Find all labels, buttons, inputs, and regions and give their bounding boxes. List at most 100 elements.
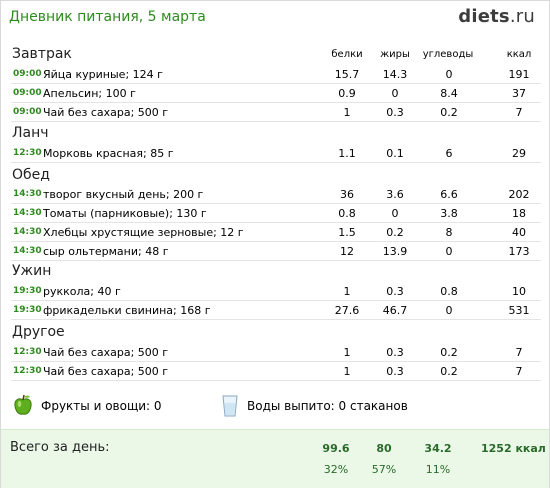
carbs-value: 8 bbox=[445, 226, 453, 239]
food-name[interactable]: сыр ольтермани; 48 г bbox=[43, 245, 169, 258]
fat-percent: 57% bbox=[371, 463, 397, 476]
entry-time: 14:30 bbox=[13, 246, 42, 256]
entry-time: 14:30 bbox=[13, 189, 42, 199]
food-entry-row[interactable]: 19:30 руккола; 40 г 1 0.3 0.8 10 bbox=[11, 283, 541, 301]
kcal-value: 40 bbox=[512, 226, 526, 239]
entry-time: 19:30 bbox=[13, 286, 42, 296]
fat-value: 0.3 bbox=[386, 365, 404, 378]
logo-tld: .ru bbox=[509, 6, 535, 27]
carbs-value: 0 bbox=[445, 245, 453, 258]
kcal-value: 173 bbox=[508, 245, 530, 258]
entry-time: 12:30 bbox=[13, 148, 42, 158]
carbs-value: 8.4 bbox=[440, 87, 458, 100]
water-glass-icon bbox=[222, 395, 238, 417]
entry-time: 19:30 bbox=[13, 305, 42, 315]
fat-value: 13.9 bbox=[382, 245, 408, 258]
kcal-value: 7 bbox=[515, 346, 523, 359]
total-protein: 99.6 bbox=[322, 442, 350, 455]
kcal-value: 7 bbox=[515, 106, 523, 119]
carbs-value: 0 bbox=[445, 68, 453, 81]
protein-percent: 32% bbox=[323, 463, 349, 476]
carbs-value: 0 bbox=[445, 304, 453, 317]
food-name[interactable]: Яйца куриные; 124 г bbox=[43, 68, 163, 81]
food-entry-row[interactable]: 14:30 творог вкусный день; 200 г 36 3.6 6.6 2… bbox=[11, 186, 541, 204]
daily-totals: Всего за день: 99.6 80 34.2 1252 ккал 32… bbox=[1, 429, 549, 488]
entry-time: 14:30 bbox=[13, 208, 42, 218]
carbs-value: 0.2 bbox=[440, 106, 458, 119]
header-protein: белки bbox=[331, 49, 363, 60]
entry-time: 09:00 bbox=[13, 107, 42, 117]
fat-value: 14.3 bbox=[382, 68, 408, 81]
protein-value: 0.9 bbox=[338, 87, 356, 100]
entry-time: 12:30 bbox=[13, 347, 42, 357]
fat-value: 0.1 bbox=[386, 147, 404, 160]
fat-value: 0 bbox=[391, 207, 399, 220]
food-name[interactable]: фрикадельки свинина; 168 г bbox=[43, 304, 211, 317]
carbs-value: 0.2 bbox=[440, 365, 458, 378]
extras-row: Фрукты и овощи: 0 Воды выпито: 0 стакано… bbox=[11, 394, 541, 420]
food-name[interactable]: творог вкусный день; 200 г bbox=[43, 188, 204, 201]
food-name[interactable]: Морковь красная; 85 г bbox=[43, 147, 174, 160]
kcal-value: 10 bbox=[512, 285, 526, 298]
food-entry-row[interactable]: 12:30 Чай без сахара; 500 г 1 0.3 0.2 7 bbox=[11, 363, 541, 381]
logo-main: diets bbox=[458, 6, 510, 27]
protein-value: 1.1 bbox=[338, 147, 356, 160]
section-heading: Ужин bbox=[12, 263, 52, 279]
food-entry-row[interactable]: 12:30 Чай без сахара; 500 г 1 0.3 0.2 7 bbox=[11, 344, 541, 362]
column-headers: белки жиры углеводы ккал bbox=[1, 49, 549, 65]
carbs-value: 6.6 bbox=[440, 188, 458, 201]
food-entry-row[interactable]: 12:30 Морковь красная; 85 г 1.1 0.1 6 29 bbox=[11, 145, 541, 163]
food-name[interactable]: Хлебцы хрустящие зерновые; 12 г bbox=[43, 226, 244, 239]
totals-label: Всего за день: bbox=[10, 440, 110, 455]
section-heading: Завтрак bbox=[12, 46, 72, 62]
food-name[interactable]: Апельсин; 100 г bbox=[43, 87, 136, 100]
fat-value: 3.6 bbox=[386, 188, 404, 201]
kcal-value: 202 bbox=[508, 188, 530, 201]
protein-value: 1 bbox=[343, 346, 351, 359]
food-entry-row[interactable]: 09:00 Чай без сахара; 500 г 1 0.3 0.2 7 bbox=[11, 104, 541, 122]
protein-value: 12 bbox=[340, 245, 354, 258]
page-title: Дневник питания, 5 марта bbox=[9, 9, 206, 25]
carbs-percent: 11% bbox=[425, 463, 451, 476]
food-name[interactable]: Томаты (парниковые); 130 г bbox=[43, 207, 207, 220]
kcal-value: 37 bbox=[512, 87, 526, 100]
food-name[interactable]: руккола; 40 г bbox=[43, 285, 121, 298]
carbs-value: 0.8 bbox=[440, 285, 458, 298]
food-entry-row[interactable]: 09:00 Яйца куриные; 124 г 15.7 14.3 0 191 bbox=[11, 66, 541, 84]
protein-value: 1 bbox=[343, 106, 351, 119]
entry-time: 09:00 bbox=[13, 69, 42, 79]
water-count: Воды выпито: 0 стаканов bbox=[247, 399, 408, 413]
fat-value: 0.3 bbox=[386, 346, 404, 359]
food-name[interactable]: Чай без сахара; 500 г bbox=[43, 346, 169, 359]
food-entry-row[interactable]: 14:30 Томаты (парниковые); 130 г 0.8 0 3.8 18 bbox=[11, 205, 541, 223]
carbs-value: 0.2 bbox=[440, 346, 458, 359]
food-name[interactable]: Чай без сахара; 500 г bbox=[43, 106, 169, 119]
header-carbs: углеводы bbox=[422, 49, 474, 60]
header-kcal: ккал bbox=[506, 49, 532, 60]
section-heading: Другое bbox=[12, 324, 65, 340]
section-heading: Ланч bbox=[12, 125, 49, 141]
protein-value: 15.7 bbox=[334, 68, 360, 81]
site-logo[interactable]: diets.ru bbox=[458, 6, 535, 27]
food-name[interactable]: Чай без сахара; 500 г bbox=[43, 365, 169, 378]
entry-time: 09:00 bbox=[13, 88, 42, 98]
section-heading: Обед bbox=[12, 167, 50, 183]
food-entry-row[interactable]: 09:00 Апельсин; 100 г 0.9 0 8.4 37 bbox=[11, 85, 541, 103]
total-carbs: 34.2 bbox=[424, 442, 452, 455]
food-entry-row[interactable]: 14:30 Хлебцы хрустящие зерновые; 12 г 1.5 0… bbox=[11, 224, 541, 242]
protein-value: 0.8 bbox=[338, 207, 356, 220]
kcal-value: 18 bbox=[512, 207, 526, 220]
kcal-value: 29 bbox=[512, 147, 526, 160]
fat-value: 0.2 bbox=[386, 226, 404, 239]
carbs-value: 6 bbox=[445, 147, 453, 160]
entry-time: 12:30 bbox=[13, 366, 42, 376]
kcal-value: 191 bbox=[508, 68, 530, 81]
carbs-value: 3.8 bbox=[440, 207, 458, 220]
food-entry-row[interactable]: 14:30 сыр ольтермани; 48 г 12 13.9 0 173 bbox=[11, 243, 541, 261]
food-entry-row[interactable]: 19:30 фрикадельки свинина; 168 г 27.6 46.7 0… bbox=[11, 302, 541, 320]
green-apple-icon bbox=[14, 394, 32, 415]
kcal-value: 531 bbox=[508, 304, 530, 317]
protein-value: 1.5 bbox=[338, 226, 356, 239]
total-fat: 80 bbox=[376, 442, 392, 455]
